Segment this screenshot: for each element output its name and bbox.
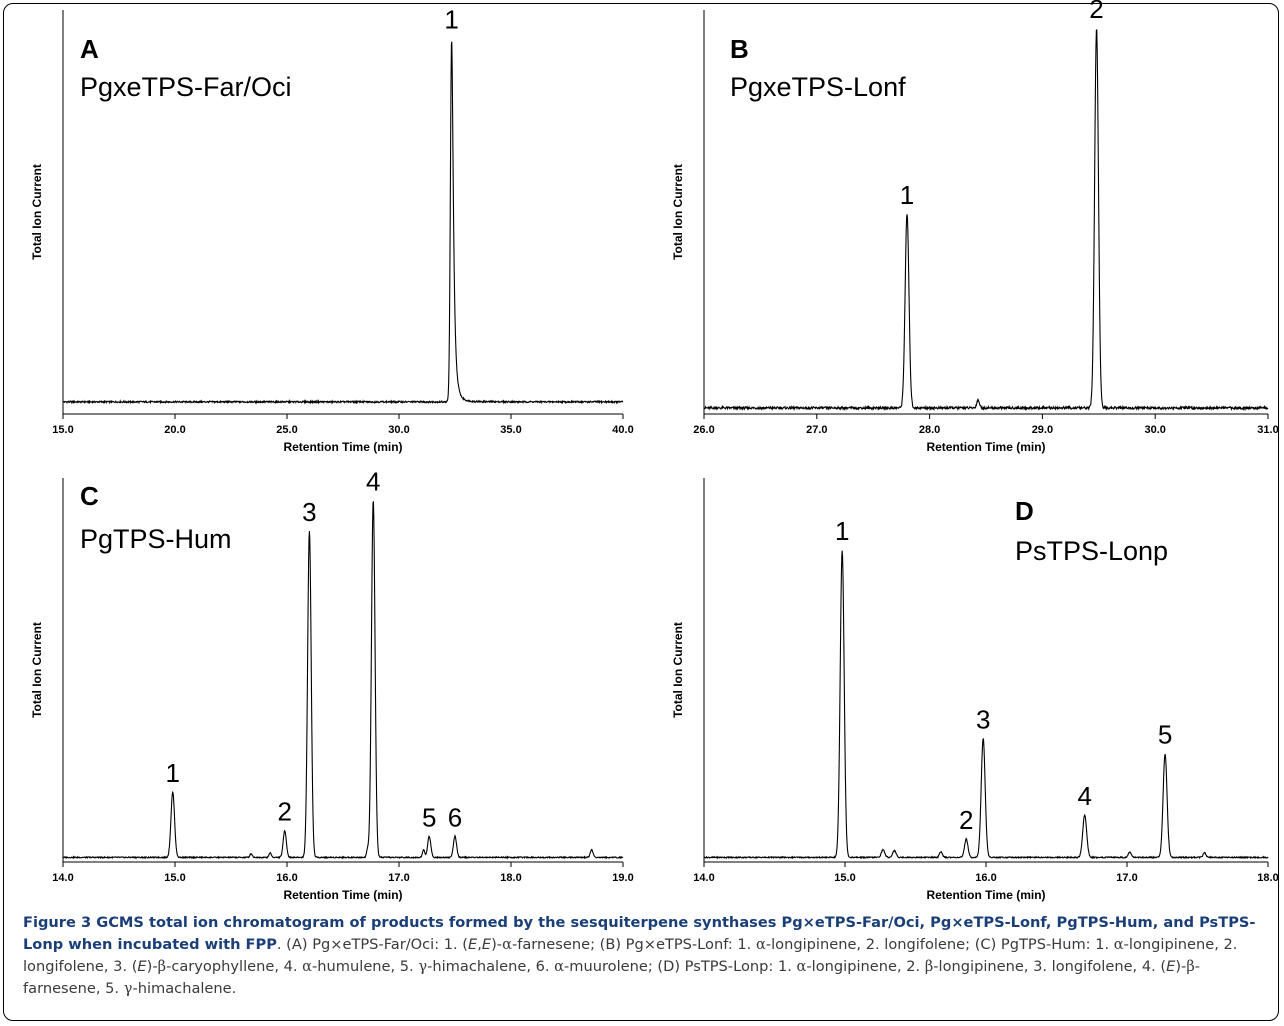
x-tick-label: 16.0	[276, 872, 297, 884]
peak-label: 5	[422, 802, 436, 832]
x-axis-label: Retention Time (min)	[283, 888, 402, 902]
y-axis-label: Total Ion Current	[30, 164, 44, 260]
x-tick-label: 15.0	[834, 872, 855, 884]
peak-label: 5	[1158, 720, 1172, 750]
panel-letter: A	[80, 34, 99, 64]
x-tick-label: 14.0	[52, 872, 73, 884]
x-tick-label: 18.0	[1257, 872, 1278, 884]
x-tick-label: 15.0	[52, 424, 73, 436]
peak-label: 2	[278, 797, 292, 827]
caption-body: . (A) Pg×eTPS-Far/Oci: 1. (E,E)-α-farnes…	[23, 936, 1238, 997]
chromatogram-trace	[703, 29, 1269, 412]
chromatogram-trace	[62, 501, 624, 860]
peak-label: 1	[166, 758, 180, 788]
x-tick-label: 35.0	[500, 424, 521, 436]
x-tick-label: 40.0	[612, 424, 633, 436]
chromatogram-figure: 15.0 20.0 25.0 30.0 35.0 40.0 Retention Time (…	[30, 0, 1279, 902]
peak-label: 4	[1077, 781, 1091, 811]
x-axis-label: Retention Time (min)	[926, 888, 1045, 902]
x-tick-label: 30.0	[388, 424, 409, 436]
x-tick-label: 19.0	[612, 872, 633, 884]
x-tick-label: 16.0	[975, 872, 996, 884]
peak-label: 1	[444, 4, 458, 34]
x-tick-label: 29.0	[1032, 424, 1053, 436]
y-axis-label: Total Ion Current	[671, 622, 685, 718]
x-tick-label: 17.0	[388, 872, 409, 884]
peak-label: 3	[302, 497, 316, 527]
caption-lead: Figure 3 GCMS total ion chromatogram of …	[23, 914, 1256, 953]
peak-label: 4	[366, 466, 380, 496]
x-tick-label: 18.0	[500, 872, 521, 884]
x-tick-label: 25.0	[276, 424, 297, 436]
figure-caption: Figure 3 GCMS total ion chromatogram of …	[23, 912, 1273, 1000]
x-tick-label: 28.0	[919, 424, 940, 436]
x-axis-label: Retention Time (min)	[926, 440, 1045, 454]
x-tick-label: 26.0	[693, 424, 714, 436]
panel-letter: B	[730, 34, 749, 64]
figure-frame	[3, 3, 1279, 1021]
x-tick-label: 30.0	[1144, 424, 1165, 436]
peak-label: 2	[1089, 0, 1103, 24]
peak-label: 3	[976, 704, 990, 734]
chromatogram-trace	[703, 550, 1269, 860]
x-tick-label: 20.0	[164, 424, 185, 436]
peak-label: 1	[835, 516, 849, 546]
chromatogram-trace	[62, 41, 624, 405]
x-axis-label: Retention Time (min)	[283, 440, 402, 454]
x-tick-label: 31.0	[1257, 424, 1278, 436]
y-axis-label: Total Ion Current	[671, 164, 685, 260]
y-axis-label: Total Ion Current	[30, 622, 44, 718]
panel-letter: D	[1015, 496, 1034, 526]
peak-label: 1	[900, 180, 914, 210]
x-tick-label: 15.0	[164, 872, 185, 884]
peak-label: 6	[448, 802, 462, 832]
panel-title: PsTPS-Lonp	[1015, 536, 1168, 566]
peak-label: 2	[959, 805, 973, 835]
panel-letter: C	[80, 481, 99, 511]
x-tick-label: 27.0	[806, 424, 827, 436]
panel-title: PgxeTPS-Lonf	[730, 72, 906, 102]
x-tick-label: 14.0	[693, 872, 714, 884]
x-tick-label: 17.0	[1116, 872, 1137, 884]
panel-title: PgxeTPS-Far/Oci	[80, 72, 292, 102]
panel-title: PgTPS-Hum	[80, 524, 232, 554]
